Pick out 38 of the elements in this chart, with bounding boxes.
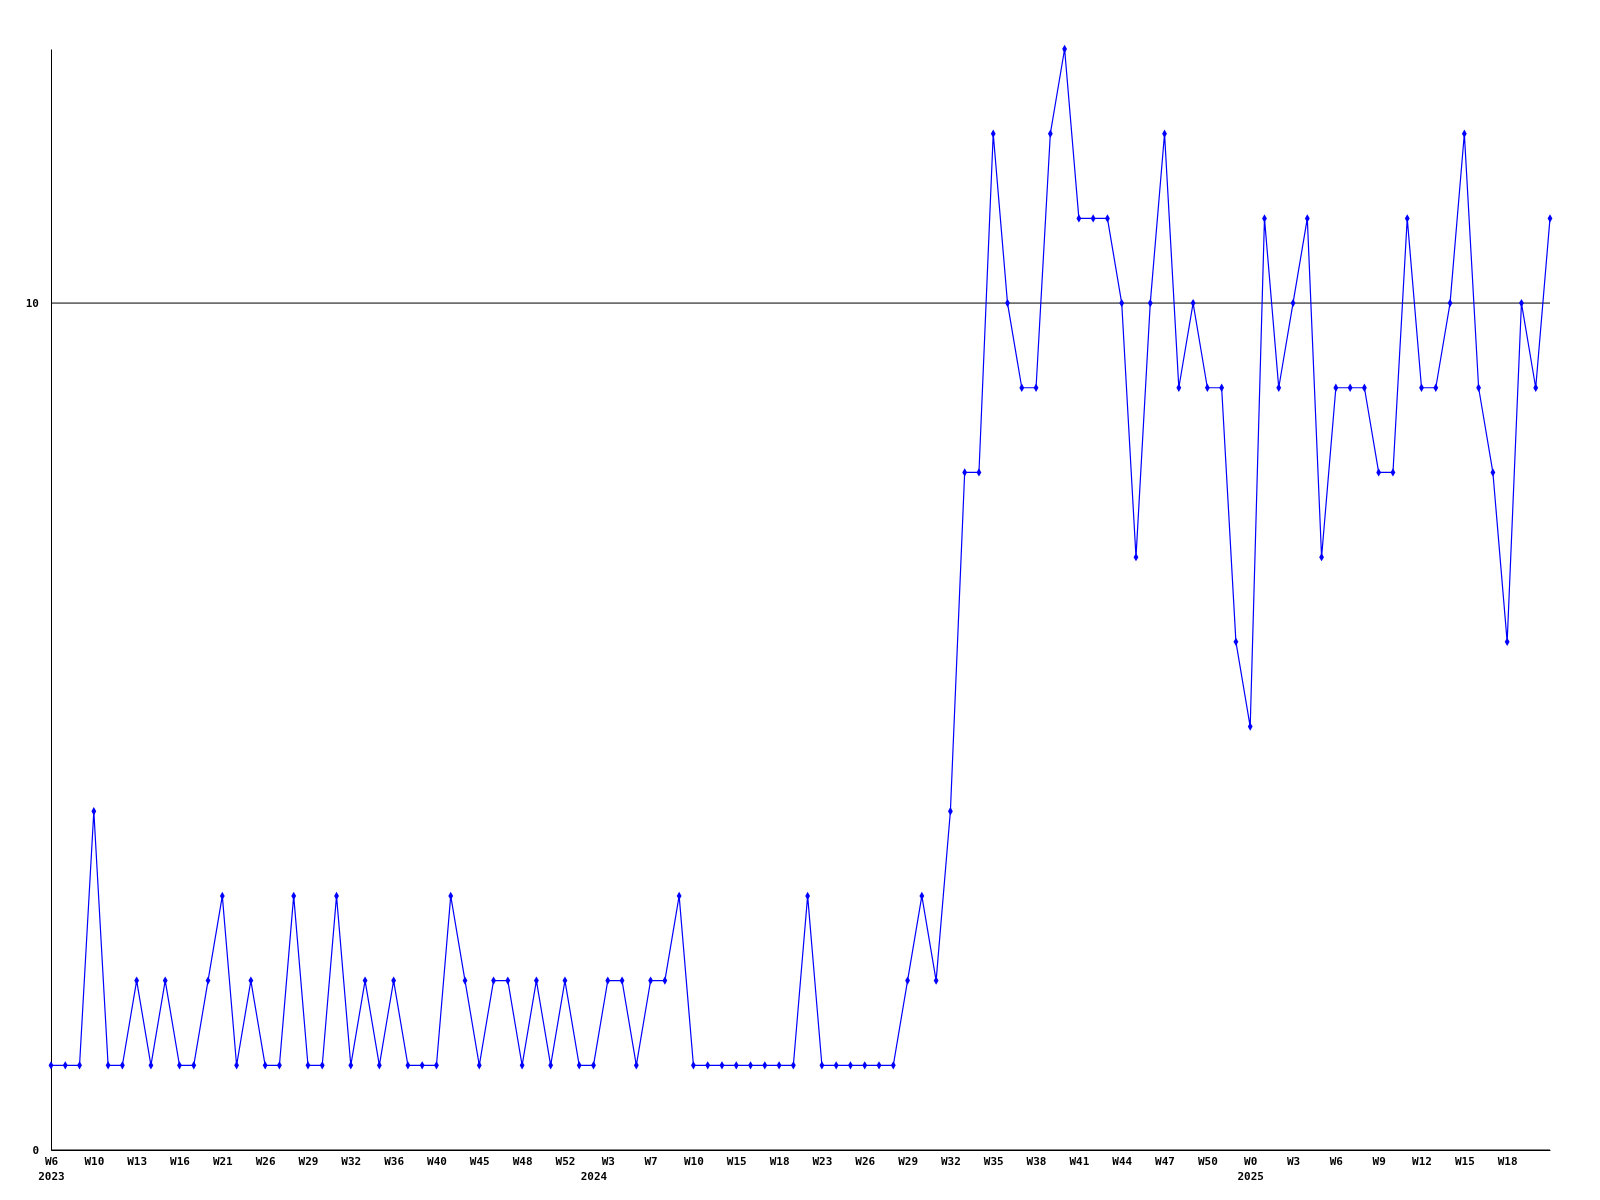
x-tick-label: W32 <box>341 1155 362 1168</box>
x-tick-label: W52 <box>555 1155 576 1168</box>
x-tick-label: W38 <box>1026 1155 1047 1168</box>
x-tick-label: W3 <box>1286 1155 1301 1168</box>
x-tick-label: W10 <box>84 1155 105 1168</box>
x-tick-label: W18 <box>1497 1155 1518 1168</box>
x-tick-label: W29 <box>898 1155 919 1168</box>
y-tick-label: 10 <box>25 297 39 311</box>
x-tick-label: W10 <box>683 1155 704 1168</box>
x-tick-label: W32 <box>940 1155 961 1168</box>
x-tick-label: W26 <box>255 1155 276 1168</box>
x-tick-label: W3 <box>601 1155 615 1168</box>
x-tick-label: W18 <box>769 1155 790 1168</box>
x-tick-label: W6 <box>1329 1155 1344 1168</box>
x-tick-label: W29 <box>298 1155 319 1168</box>
x-tick-label: W13 <box>127 1155 148 1168</box>
x-tick-label: W15 <box>1454 1155 1475 1168</box>
x-tick-label: W9 <box>1372 1155 1386 1168</box>
x-tick-label: W12 <box>1412 1155 1432 1168</box>
x-tick-label: W16 <box>170 1155 191 1168</box>
x-tick-label: W21 <box>212 1155 234 1168</box>
x-tick-label: W7 <box>644 1155 658 1168</box>
x-tick-label: W0 2025 <box>1237 1155 1264 1183</box>
y-tick-label: 0 <box>32 1144 39 1158</box>
x-tick-label: W41 <box>1069 1155 1090 1168</box>
x-tick-label: W35 <box>983 1155 1004 1168</box>
x-tick-label: W36 <box>384 1155 405 1168</box>
x-tick-label: W40 <box>427 1155 447 1168</box>
x-tick-label: W6 2023 <box>38 1155 65 1183</box>
x-tick-label: 2024 <box>580 1170 608 1183</box>
x-tick-label: W15 <box>726 1155 747 1168</box>
x-tick-label: W45 <box>469 1155 490 1168</box>
x-tick-label: W44 <box>1112 1155 1133 1168</box>
x-tick-label: W47 <box>1155 1155 1175 1168</box>
x-tick-label: W23 <box>812 1155 833 1168</box>
x-tick-label: W26 <box>855 1155 876 1168</box>
x-tick-label: W50 <box>1197 1155 1218 1168</box>
x-tick-label: W48 <box>512 1155 533 1168</box>
